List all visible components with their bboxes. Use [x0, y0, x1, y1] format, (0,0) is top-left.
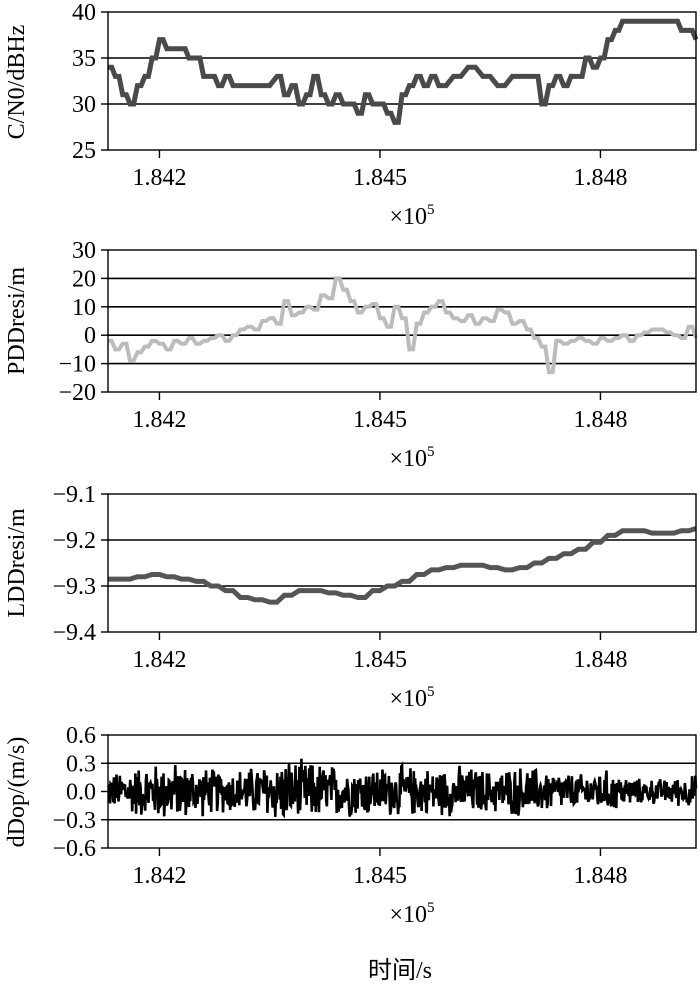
y-tick-label: 30	[72, 92, 96, 118]
y-tick-label: −9.4	[52, 620, 96, 646]
plot-frame	[107, 11, 697, 151]
y-axis-label: PDDresi/m	[4, 267, 30, 375]
series-line	[108, 276, 698, 375]
x-tick-label: 1.848	[573, 863, 627, 889]
x-tick-label: 1.845	[353, 863, 407, 889]
y-tick-label: −10	[58, 352, 96, 378]
x-tick-label: 1.848	[573, 407, 627, 433]
y-tick-label: −9.1	[52, 482, 96, 508]
x-axis-label: 时间/s	[368, 957, 432, 984]
y-tick-label: −20	[58, 380, 96, 406]
x-tick-label: 1.848	[573, 165, 627, 191]
x-tick-label: 1.842	[132, 863, 186, 889]
x-tick-label: 1.842	[132, 647, 186, 673]
y-tick-label: 20	[72, 266, 96, 292]
panel-cn0: 1.842 1.845 1.848 25 30 35 40 C/N0/dBHz ×105	[4, 0, 699, 230]
plot-frame	[107, 249, 697, 393]
y-axis-label: dDop/(m/s)	[4, 737, 30, 848]
x-tick-label: 1.842	[132, 165, 186, 191]
x-multiplier-label: ×105	[389, 684, 434, 712]
y-tick-label: 40	[72, 0, 96, 26]
y-tick-label: −9.3	[52, 574, 96, 600]
y-tick-label: 0.3	[66, 751, 96, 777]
x-tick-label: 1.845	[353, 407, 407, 433]
y-tick-label: −0.3	[52, 808, 96, 834]
y-tick-label: 30	[72, 238, 96, 264]
x-tick-label: 1.848	[573, 647, 627, 673]
x-multiplier-label: ×105	[389, 444, 434, 472]
y-tick-label: −9.2	[52, 528, 96, 554]
y-axis-label: C/N0/dBHz	[4, 25, 30, 140]
series-line	[106, 758, 698, 819]
y-tick-label: 25	[72, 138, 96, 164]
y-tick-label: −0.6	[52, 836, 96, 862]
x-tick-label: 1.845	[353, 165, 407, 191]
plot-frame	[107, 493, 697, 633]
y-tick-label: 0	[84, 323, 96, 349]
y-tick-label: 0.0	[66, 780, 96, 806]
series-line	[108, 18, 699, 125]
series-line	[108, 526, 697, 605]
panel-doppler-difference: 1.842 1.845 1.848 −0.6−0.30.0 0.30.6 dDop/(m/…	[4, 723, 698, 984]
y-tick-label: 35	[72, 46, 96, 72]
x-tick-label: 1.842	[132, 407, 186, 433]
panel-ldd-residual: 1.842 1.845 1.848 −9.4 −9.3 −9.2 −9.1 LDDresi/m…	[4, 482, 697, 712]
y-axis-label: LDDresi/m	[4, 508, 30, 618]
x-multiplier-label: ×105	[389, 202, 434, 230]
x-multiplier-label: ×105	[389, 900, 434, 928]
x-tick-label: 1.845	[353, 647, 407, 673]
y-tick-label: 10	[72, 295, 96, 321]
y-tick-label: 0.6	[66, 723, 96, 749]
